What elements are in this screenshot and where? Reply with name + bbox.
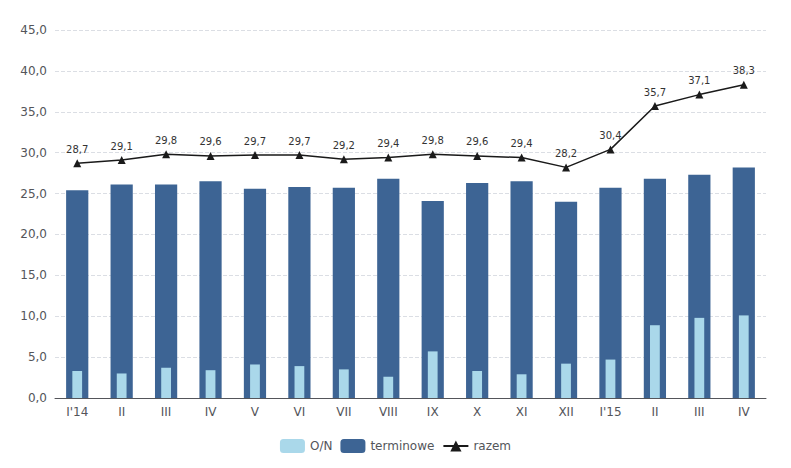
svg-text:III: III — [161, 405, 172, 419]
svg-text:37,1: 37,1 — [688, 75, 710, 86]
svg-text:29,7: 29,7 — [288, 136, 310, 147]
svg-text:20,0: 20,0 — [20, 227, 47, 241]
svg-text:29,4: 29,4 — [377, 138, 399, 149]
svg-text:25,0: 25,0 — [20, 187, 47, 201]
svg-text:40,0: 40,0 — [20, 64, 47, 78]
svg-text:VII: VII — [336, 405, 351, 419]
svg-text:IV: IV — [205, 405, 218, 419]
svg-text:X: X — [473, 405, 481, 419]
svg-text:I'15: I'15 — [599, 405, 621, 419]
svg-text:I'14: I'14 — [66, 405, 88, 419]
svg-text:VIII: VIII — [379, 405, 398, 419]
svg-text:IX: IX — [427, 405, 439, 419]
svg-text:VI: VI — [294, 405, 306, 419]
svg-text:II: II — [651, 405, 658, 419]
svg-text:30,0: 30,0 — [20, 146, 47, 160]
svg-text:45,0: 45,0 — [20, 23, 47, 37]
svg-text:29,4: 29,4 — [510, 138, 532, 149]
svg-text:38,3: 38,3 — [733, 65, 755, 76]
svg-text:II: II — [118, 405, 125, 419]
svg-text:35,7: 35,7 — [644, 87, 666, 98]
svg-text:15,0: 15,0 — [20, 268, 47, 282]
svg-text:V: V — [251, 405, 260, 419]
svg-text:XII: XII — [558, 405, 573, 419]
svg-text:10,0: 10,0 — [20, 309, 47, 323]
svg-text:0,0: 0,0 — [28, 391, 47, 405]
svg-text:29,8: 29,8 — [155, 135, 177, 146]
svg-text:28,7: 28,7 — [66, 144, 88, 155]
svg-text:30,4: 30,4 — [599, 130, 621, 141]
svg-text:29,6: 29,6 — [466, 136, 488, 147]
svg-text:29,7: 29,7 — [244, 136, 266, 147]
svg-text:35,0: 35,0 — [20, 105, 47, 119]
svg-text:III: III — [694, 405, 705, 419]
svg-text:O/N: O/N — [310, 439, 332, 453]
svg-text:IV: IV — [738, 405, 751, 419]
svg-text:5,0: 5,0 — [28, 350, 47, 364]
svg-text:29,8: 29,8 — [422, 135, 444, 146]
svg-text:XI: XI — [516, 405, 528, 419]
svg-text:terminowe: terminowe — [370, 439, 434, 453]
svg-text:razem: razem — [473, 439, 511, 453]
svg-text:28,2: 28,2 — [555, 148, 577, 159]
svg-text:29,6: 29,6 — [199, 136, 221, 147]
svg-text:29,2: 29,2 — [333, 140, 355, 151]
svg-text:29,1: 29,1 — [111, 141, 133, 152]
